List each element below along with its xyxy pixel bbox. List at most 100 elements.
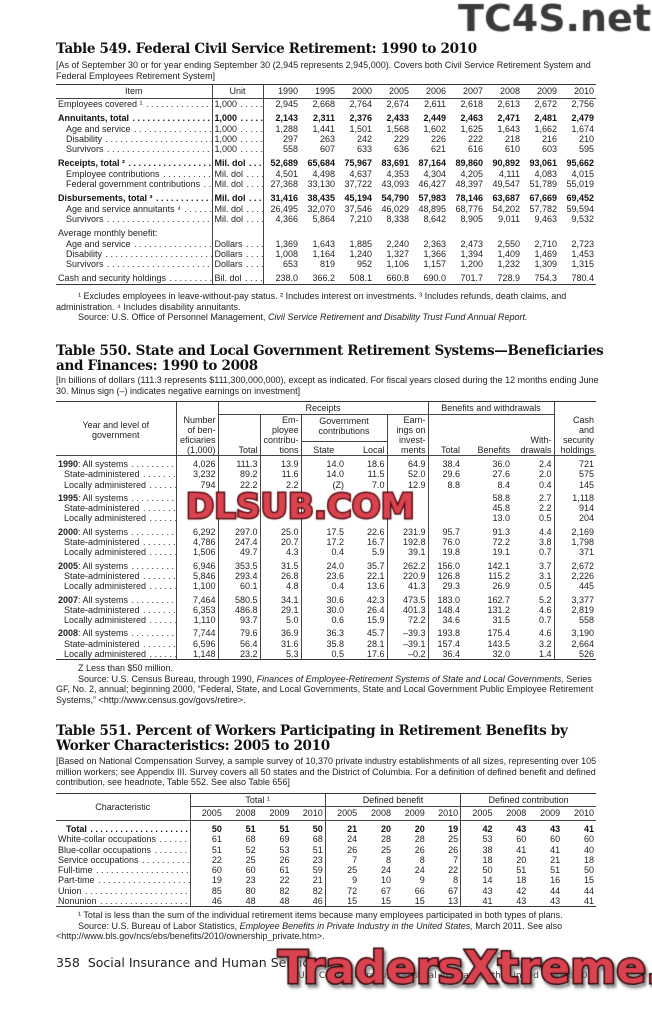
cell-value: 34.6 (442, 615, 461, 626)
table-row: Blue-collar occupations51525351262526263… (56, 844, 596, 855)
row-level: : All systems (78, 492, 129, 503)
cell-value: 48,397 (455, 179, 483, 190)
cell-value: 293.4 (218, 570, 261, 582)
cell-value: 5.0 (260, 615, 302, 626)
cell-value: 22 (426, 865, 462, 876)
header-year: 2010 (426, 806, 462, 821)
cell-value: 2,473 (460, 238, 483, 249)
row-label: Nonunion (56, 896, 191, 907)
cell-value (387, 489, 429, 504)
cell-value: 46,427 (418, 179, 446, 190)
cell-value: 41 (482, 896, 493, 907)
row-label: Employee contributions (56, 168, 213, 180)
cell-value: 51,789 (529, 179, 557, 190)
cell-value: 78,146 (455, 193, 483, 204)
table-row: Disability 1,000 297 263 242 229 226 222 218 216 2… (56, 133, 596, 145)
cell-value: 192.8 (387, 537, 429, 548)
cell-value: 1,602 (423, 123, 446, 134)
cell-value: 1,327 (386, 248, 409, 259)
cell-value: 30.6 (326, 594, 344, 605)
cell-value: 41.3 (387, 581, 429, 592)
cell-value: –0.2 (387, 649, 429, 660)
row-label: Union (56, 885, 191, 897)
cell-value: 660.8 (386, 273, 409, 284)
cell-value: 60 (245, 865, 256, 876)
cell-value: 2,756 (571, 99, 594, 109)
cell-value: 14.0 (326, 469, 344, 480)
cell-value: 690.0 (423, 273, 446, 284)
cell-value: 29.6 (442, 469, 461, 480)
cell-value: 508.1 (349, 273, 372, 284)
cell-value: 142.1 (487, 560, 511, 571)
cell-value: 7 (426, 854, 462, 866)
cell-value: 111.3 (218, 455, 261, 470)
cell-value (559, 224, 596, 238)
cell-value: 1,501 (349, 123, 372, 134)
row-label: Locally administered (56, 513, 177, 524)
cell-value: 218 (504, 133, 520, 144)
cell-value: 72 (347, 885, 358, 896)
cell-value: 222 (467, 133, 483, 144)
cell-value: 48,895 (418, 203, 446, 214)
cell-value: 2,550 (497, 238, 520, 249)
cell-value: 31.6 (260, 638, 302, 650)
row-label-text: State-administered (64, 570, 141, 581)
cell-value: 61 (279, 865, 290, 876)
cell-value: 401.3 (387, 604, 429, 616)
cell-value: 43,093 (381, 179, 409, 190)
cell-value: 701.7 (460, 273, 483, 284)
cell-value: 89.2 (218, 469, 261, 480)
row-unit: 1,000 (212, 123, 264, 134)
cell-value: 19.8 (442, 547, 461, 558)
row-label: State-administered (56, 537, 177, 548)
row-label: Annuitants, total (56, 109, 213, 124)
cell-value: 473.5 (387, 591, 429, 605)
cell-value: 220.9 (387, 570, 429, 582)
header-year: 2009 (404, 808, 425, 818)
cell-value: 231.9 (387, 523, 429, 538)
row-label-text: Locally administered (64, 649, 148, 660)
cell-value: 59 (291, 865, 326, 876)
cell-value: 25.0 (260, 523, 302, 538)
cell-value: 51 (245, 824, 256, 834)
cell-value: 31.5 (260, 557, 302, 571)
row-unit: 1,000 (212, 109, 264, 124)
cell-value (300, 224, 337, 238)
cell-value: 621 (430, 144, 446, 155)
cell-value: 93.7 (218, 615, 261, 626)
row-label: State-administered (56, 638, 177, 650)
table-row: Survivors Mil. dol 4,366 5,864 7,210 8,338 8,6… (56, 213, 596, 225)
cell-value: 1,110 (176, 615, 219, 626)
cell-value: 616 (467, 144, 483, 155)
cell-value: 8,905 (460, 213, 483, 224)
cell-value: 0.4 (331, 547, 344, 558)
row-label-text: Receipts, total ² (58, 158, 127, 169)
cell-value: 28 (414, 834, 425, 845)
header-year: 2000 (351, 86, 372, 96)
row-level: : All systems (78, 560, 129, 571)
row-label: Locally administered (56, 479, 177, 490)
table-row: Part-time192322219109814181615 (56, 875, 596, 886)
cell-value: 24 (414, 865, 425, 876)
cell-value: 41 (550, 844, 561, 855)
cell-value: 1,885 (349, 238, 372, 249)
cell-value: 40 (583, 844, 594, 855)
row-label-text: Disbursements, total ³ (58, 193, 154, 204)
row-label-text: Service occupations (58, 854, 140, 865)
cell-value: 76.0 (442, 537, 461, 548)
cell-value: 1,164 (312, 248, 335, 259)
row-unit: Mil. dol (212, 203, 264, 214)
cell-value (346, 503, 388, 514)
header-local: Local (346, 441, 388, 456)
cell-value: 85 (211, 885, 222, 896)
cell-value: 43 (516, 824, 527, 834)
cell-value: 75,967 (344, 158, 372, 169)
cell-value: 38,435 (307, 193, 335, 204)
row-unit-text: Mil. dol (214, 168, 245, 179)
cell-value: 36.0 (492, 459, 511, 469)
cell-value: 6,292 (176, 523, 219, 538)
row-label: Age and service (56, 123, 213, 134)
footnote-line: ¹ Excludes employees in leave-without-pa… (78, 291, 567, 301)
